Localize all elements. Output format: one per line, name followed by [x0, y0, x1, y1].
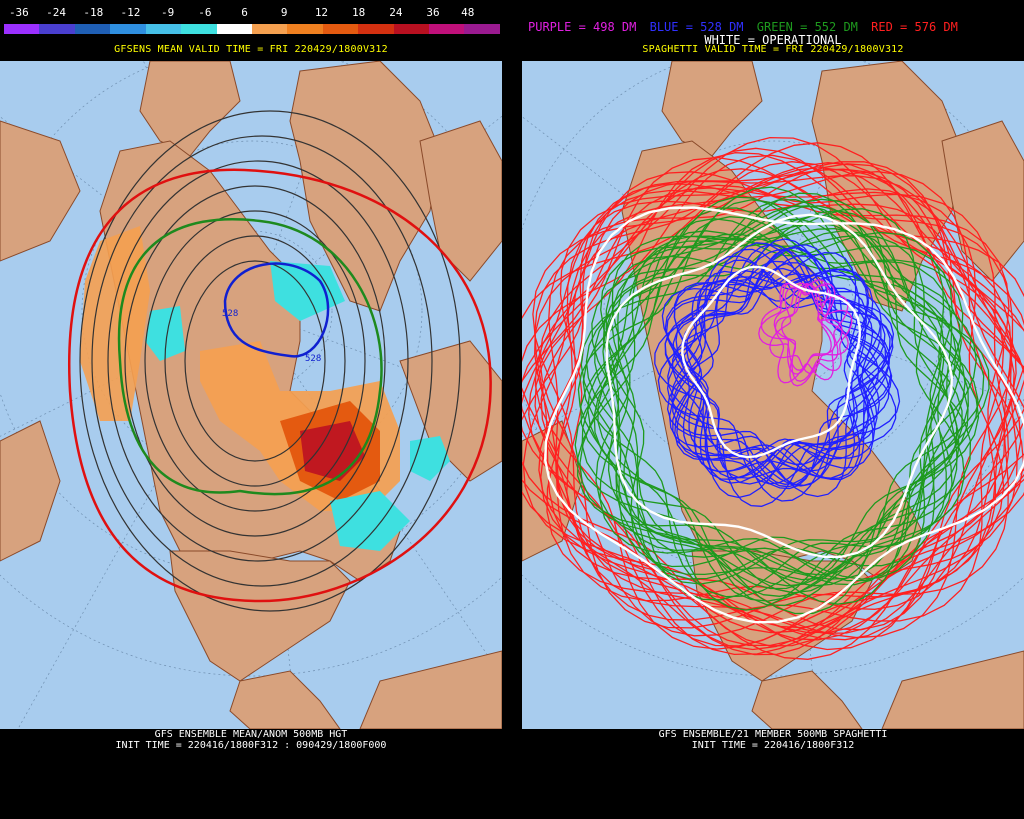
colorbar-label: 36: [426, 6, 440, 19]
spaghetti-contour: [769, 284, 849, 374]
colorbar-label: -36: [8, 6, 29, 19]
legend-blue: BLUE = 528 DM: [649, 20, 744, 34]
ensemble-mean-map: 528 528: [0, 61, 502, 729]
colorbar-swatch: [216, 24, 252, 34]
spaghetti-contour: [522, 161, 1022, 641]
colorbar-swatch: [429, 24, 465, 34]
colorbar-swatch: [322, 24, 359, 34]
spaghetti-contour: [664, 267, 895, 480]
spaghetti-map-svg: [522, 61, 1024, 729]
colorbar-label: -18: [83, 6, 104, 19]
valid-time-label: GFSENS MEAN VALID TIME = FRI 220429/1800…: [114, 44, 388, 55]
colorbar-label: 9: [280, 6, 288, 19]
mean-map-svg: 528 528: [0, 61, 502, 729]
spaghetti-contour: [599, 205, 979, 576]
spaghetti-contour: [605, 209, 969, 605]
spaghetti-contour: [597, 217, 958, 611]
spaghetti-contour: [528, 171, 1010, 651]
spaghetti-panel: PURPLE = 498 DM BLUE = 528 DM GREEN = 55…: [522, 0, 1024, 819]
colorbar-swatch: [358, 24, 394, 34]
colorbar-label: 48: [461, 6, 475, 19]
colorbar-swatch: [464, 24, 500, 34]
footer-title: GFS ENSEMBLE/21 MEMBER 500MB SPAGHETTI: [658, 729, 888, 740]
spaghetti-contour: [664, 260, 894, 473]
spaghetti-contour: [666, 270, 870, 507]
colorbar-label: -9: [161, 6, 175, 19]
anomaly-colorbar: [4, 24, 500, 34]
colorbar-swatch: [4, 24, 40, 34]
spaghetti-contour: [773, 282, 849, 382]
colorbar-labels: -36 -24 -18 -12 -9 -6 6 9 12 18 24 36 48: [4, 6, 500, 20]
footer-init-time: INIT TIME = 220416/1800F312: [691, 740, 855, 751]
spaghetti-contour: [657, 268, 878, 485]
spaghetti-contour: [665, 247, 886, 479]
operational-legend: WHITE = OPERATIONAL: [704, 33, 842, 47]
colorbar-label: -6: [198, 6, 212, 19]
legend-purple: PURPLE = 498 DM: [528, 20, 637, 34]
panel-divider: [502, 0, 522, 819]
spaghetti-contour: [667, 255, 869, 499]
spaghetti-contour: [600, 215, 985, 587]
spaghetti-contour: [591, 205, 977, 586]
spaghetti-contour: [585, 196, 962, 585]
colorbar-label: -12: [120, 6, 141, 19]
spaghetti-contour: [546, 162, 1024, 634]
colorbar-swatch: [181, 24, 217, 34]
spaghetti-contour: [522, 170, 1006, 647]
spaghetti-map: [522, 61, 1024, 729]
spaghetti-legend: PURPLE = 498 DM BLUE = 528 DM GREEN = 55…: [528, 20, 964, 34]
blue-contour: [223, 262, 330, 358]
footer-init-time: INIT TIME = 220416/1800F312 : 090429/180…: [115, 740, 387, 751]
spaghetti-contour: [522, 154, 1005, 622]
spaghetti-contour: [582, 216, 964, 598]
spaghetti-contour: [579, 198, 963, 581]
colorbar-label: 6: [241, 6, 248, 19]
spaghetti-contour: [559, 168, 1024, 634]
spaghetti-contour: [593, 230, 960, 607]
colorbar-swatch: [393, 24, 430, 34]
colorbar-swatch: [39, 24, 75, 34]
colorbar-label: 24: [389, 6, 403, 19]
green-contour: [117, 217, 383, 496]
legend-green: GREEN = 552 DM: [756, 20, 858, 34]
height-contours: [79, 110, 461, 612]
colorbar-swatch: [251, 24, 288, 34]
colorbar-swatch: [74, 24, 111, 34]
contour-label: 528: [305, 354, 321, 364]
spaghetti-contour: [540, 168, 1024, 629]
colorbar-label: 18: [352, 6, 366, 19]
ensemble-mean-panel: -36 -24 -18 -12 -9 -6 6 9 12 18 24 36 48…: [0, 0, 502, 819]
colorbar-label: 12: [314, 6, 329, 19]
spaghetti-contour: [758, 279, 836, 371]
operational-contour: [605, 213, 954, 558]
spaghetti-contour: [522, 175, 1024, 634]
spaghetti-lines: [522, 136, 1024, 660]
spaghetti-contour: [781, 283, 853, 387]
spaghetti-contour: [577, 199, 942, 580]
colorbar-swatch: [287, 24, 323, 34]
colorbar-swatch: [145, 24, 182, 34]
red-contour: [67, 168, 492, 603]
spaghetti-contour: [580, 233, 953, 602]
contour-label: 528: [222, 309, 238, 319]
valid-time-label: SPAGHETTI VALID TIME = FRI 220429/1800V3…: [642, 44, 904, 55]
land: [0, 61, 502, 729]
footer-title: GFS ENSEMBLE MEAN/ANOM 500MB HGT: [154, 729, 348, 740]
operational-contour: [543, 206, 1024, 624]
legend-red: RED = 576 DM: [871, 20, 958, 34]
spaghetti-contour: [602, 218, 990, 580]
colorbar-label: -24: [46, 6, 67, 19]
spaghetti-contour: [672, 238, 882, 469]
anomaly-shading: [80, 226, 450, 551]
operational-contour: [681, 265, 861, 459]
spaghetti-contour: [532, 166, 1024, 641]
colorbar-swatch: [110, 24, 146, 34]
spaghetti-contour: [548, 163, 1024, 651]
